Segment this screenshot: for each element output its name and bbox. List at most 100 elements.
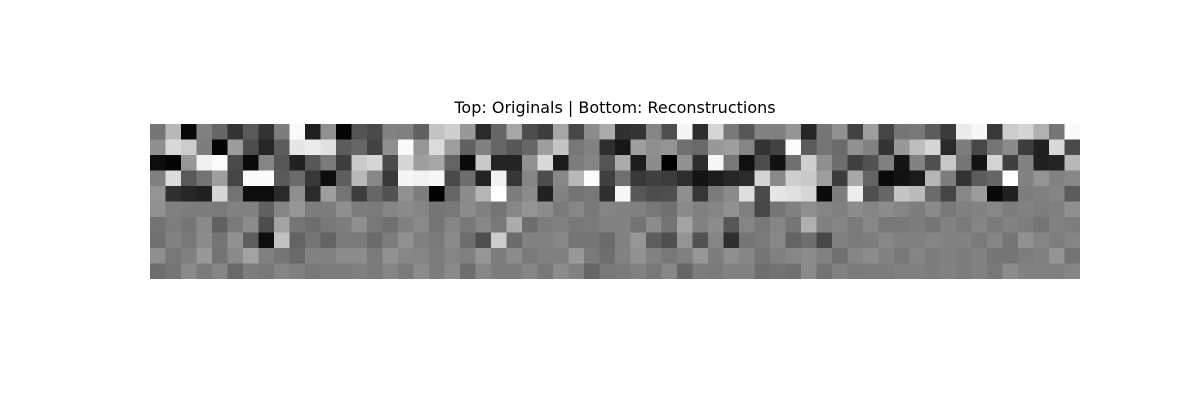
original-pixel-cell bbox=[1018, 155, 1034, 171]
original-pixel-cell bbox=[398, 139, 414, 156]
original-pixel-cell bbox=[367, 155, 383, 171]
original-pixel-cell bbox=[320, 124, 337, 140]
original-pixel-cell bbox=[770, 170, 786, 187]
original-pixel-cell bbox=[305, 155, 321, 171]
original-pixel-cell bbox=[925, 186, 941, 202]
reconstruction-pixel-cell bbox=[227, 217, 244, 233]
reconstruction-pixel-cell bbox=[320, 217, 337, 233]
reconstruction-pixel-cell bbox=[677, 263, 693, 279]
reconstruction-pixel-cell bbox=[196, 232, 213, 249]
reconstruction-pixel-cell bbox=[940, 201, 957, 218]
original-pixel-cell bbox=[413, 155, 430, 171]
original-pixel-cell bbox=[1049, 124, 1065, 140]
reconstruction-pixel-cell bbox=[956, 248, 972, 264]
reconstruction-pixel-cell bbox=[1064, 232, 1080, 249]
reconstruction-pixel-cell bbox=[398, 263, 414, 279]
reconstruction-pixel-cell bbox=[1049, 248, 1065, 264]
reconstruction-pixel-cell bbox=[444, 217, 461, 233]
reconstruction-pixel-cell bbox=[723, 232, 740, 249]
reconstruction-pixel-cell bbox=[258, 217, 275, 233]
reconstruction-pixel-cell bbox=[537, 248, 554, 264]
reconstruction-pixel-cell bbox=[1002, 217, 1019, 233]
reconstruction-pixel-cell bbox=[1018, 248, 1034, 264]
reconstruction-pixel-cell bbox=[320, 248, 337, 264]
original-pixel-cell bbox=[661, 186, 678, 202]
reconstruction-pixel-cell bbox=[537, 217, 554, 233]
reconstruction-pixel-cell bbox=[491, 248, 507, 264]
original-pixel-cell bbox=[522, 186, 538, 202]
original-pixel-cell bbox=[646, 139, 662, 156]
reconstruction-pixel-cell bbox=[336, 232, 352, 249]
reconstruction-pixel-cell bbox=[878, 263, 895, 279]
original-pixel-cell bbox=[940, 124, 957, 140]
reconstruction-pixel-cell bbox=[925, 263, 941, 279]
original-pixel-cell bbox=[894, 186, 910, 202]
reconstruction-pixel-cell bbox=[646, 263, 662, 279]
original-pixel-cell bbox=[1049, 139, 1065, 156]
original-pixel-cell bbox=[1049, 186, 1065, 202]
original-pixel-cell bbox=[956, 155, 972, 171]
original-pixel-cell bbox=[692, 155, 709, 171]
reconstruction-pixel-cell bbox=[320, 263, 337, 279]
original-pixel-cell bbox=[832, 186, 848, 202]
reconstruction-pixel-cell bbox=[1064, 217, 1080, 233]
reconstruction-pixel-cell bbox=[274, 263, 290, 279]
reconstruction-pixel-cell bbox=[289, 217, 306, 233]
original-pixel-cell bbox=[491, 186, 507, 202]
original-pixel-cell bbox=[506, 186, 523, 202]
reconstruction-pixel-cell bbox=[894, 232, 910, 249]
original-pixel-cell bbox=[1033, 124, 1050, 140]
original-pixel-cell bbox=[460, 124, 476, 140]
original-pixel-cell bbox=[305, 186, 321, 202]
original-pixel-cell bbox=[274, 155, 290, 171]
reconstruction-pixel-cell bbox=[243, 263, 259, 279]
original-pixel-cell bbox=[987, 139, 1003, 156]
reconstruction-pixel-cell bbox=[382, 263, 399, 279]
reconstruction-pixel-cell bbox=[444, 248, 461, 264]
reconstruction-pixel-cell bbox=[429, 217, 445, 233]
original-pixel-cell bbox=[568, 155, 585, 171]
original-pixel-cell bbox=[475, 155, 492, 171]
reconstruction-pixel-cell bbox=[305, 263, 321, 279]
reconstruction-pixel-cell bbox=[1033, 232, 1050, 249]
reconstruction-pixel-cell bbox=[568, 248, 585, 264]
reconstruction-pixel-cell bbox=[258, 232, 275, 249]
reconstruction-pixel-cell bbox=[258, 201, 275, 218]
original-pixel-cell bbox=[196, 139, 213, 156]
original-pixel-cell bbox=[599, 139, 616, 156]
reconstruction-pixel-cell bbox=[754, 248, 771, 264]
original-pixel-cell bbox=[646, 170, 662, 187]
original-pixel-cell bbox=[150, 155, 166, 171]
reconstruction-pixel-cell bbox=[1033, 217, 1050, 233]
reconstruction-pixel-cell bbox=[987, 248, 1003, 264]
reconstruction-pixel-cell bbox=[785, 217, 802, 233]
original-pixel-cell bbox=[971, 170, 988, 187]
reconstruction-pixel-cell bbox=[770, 263, 786, 279]
original-pixel-cell bbox=[1002, 155, 1019, 171]
reconstruction-pixel-cell bbox=[258, 263, 275, 279]
original-pixel-cell bbox=[847, 139, 864, 156]
original-pixel-cell bbox=[708, 170, 724, 187]
original-pixel-cell bbox=[429, 186, 445, 202]
original-pixel-cell bbox=[382, 124, 399, 140]
reconstruction-pixel-cell bbox=[506, 232, 523, 249]
reconstruction-pixel-cell bbox=[925, 201, 941, 218]
reconstruction-pixel-cell bbox=[351, 248, 368, 264]
original-pixel-cell bbox=[584, 186, 600, 202]
reconstruction-pixel-cell bbox=[181, 263, 197, 279]
reconstruction-pixel-cell bbox=[382, 248, 399, 264]
original-pixel-cell bbox=[847, 170, 864, 187]
original-pixel-cell bbox=[661, 155, 678, 171]
original-pixel-cell bbox=[847, 186, 864, 202]
original-pixel-cell bbox=[460, 186, 476, 202]
original-pixel-cell bbox=[568, 139, 585, 156]
reconstruction-pixel-cell bbox=[274, 232, 290, 249]
reconstruction-pixel-cell bbox=[429, 201, 445, 218]
original-pixel-cell bbox=[723, 155, 740, 171]
original-pixel-cell bbox=[599, 170, 616, 187]
original-pixel-cell bbox=[909, 186, 926, 202]
original-pixel-cell bbox=[398, 186, 414, 202]
reconstruction-pixel-cell bbox=[1018, 263, 1034, 279]
reconstruction-pixel-cell bbox=[754, 263, 771, 279]
